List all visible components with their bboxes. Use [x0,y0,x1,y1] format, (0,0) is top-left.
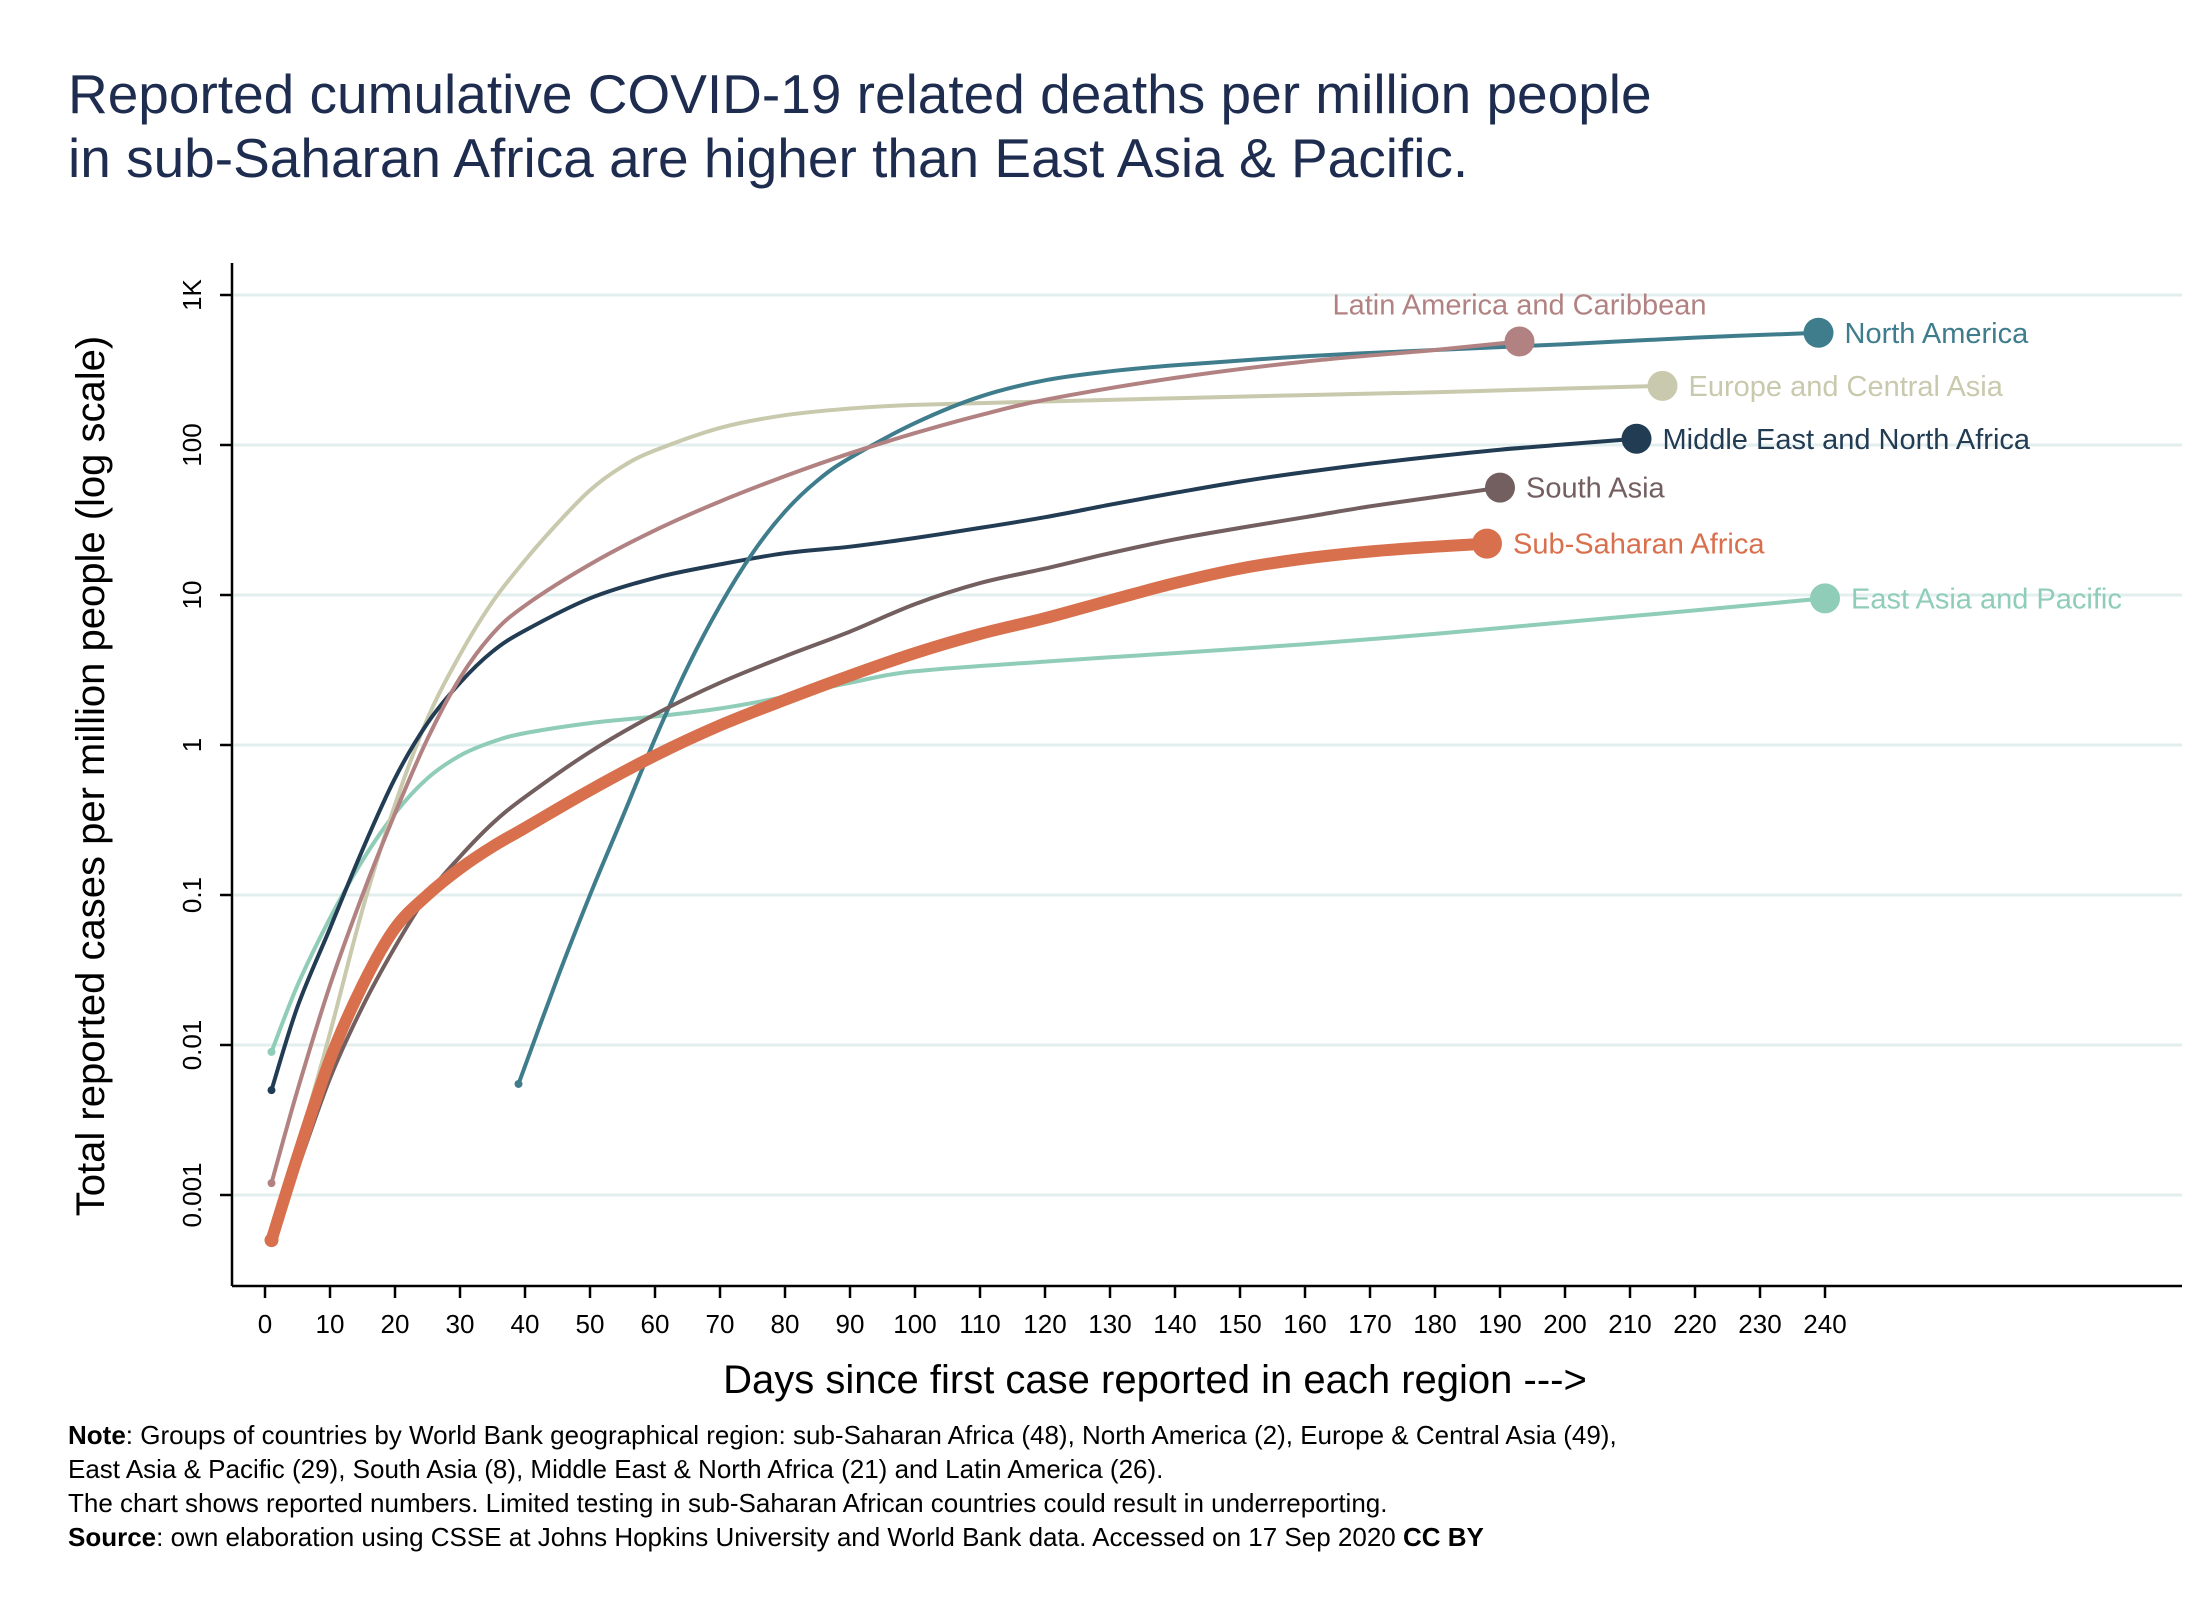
x-tick-label-10: 100 [893,1309,936,1339]
x-tick-label-16: 160 [1283,1309,1326,1339]
axes [230,263,2182,1288]
x-tick-label-18: 180 [1413,1309,1456,1339]
footnote-line-3: The chart shows reported numbers. Limite… [68,1488,1388,1518]
note-label: Note [68,1420,126,1450]
series-start-point-north-america [514,1079,523,1088]
note-text-1: : Groups of countries by World Bank geog… [125,1420,1617,1450]
y-tick-label-0: 0.001 [177,1162,207,1227]
series-label-north-america: North America [1845,318,2030,350]
x-tick-label-1: 10 [316,1309,345,1339]
x-tick-label-21: 210 [1608,1309,1651,1339]
x-tick-label-2: 20 [381,1309,410,1339]
x-tick-label-22: 220 [1673,1309,1716,1339]
series-end-point-europe-and-central-asia [1647,370,1678,401]
x-axis-label: Days since first case reported in each r… [723,1358,1587,1402]
series-start-point-latin-america-and-caribbean [267,1179,276,1188]
series-line-latin-america-and-caribbean [269,339,1522,1186]
footnote-line-1: Note: Groups of countries by World Bank … [68,1418,1617,1452]
source-label: Source [68,1522,157,1552]
series-label-latin-america-and-caribbean: Latin America and Caribbean [1332,289,1706,321]
license-label: CC BY [1402,1522,1484,1552]
x-tick-label-14: 140 [1153,1309,1196,1339]
series-start-point-east-asia-and-pacific [267,1047,276,1056]
x-tick-label-5: 50 [576,1309,605,1339]
series-start-point-sub-saharan-africa [264,1233,279,1248]
x-tick-label-3: 30 [446,1309,475,1339]
y-tick-label-1: 0.01 [177,1020,207,1071]
x-tick-label-17: 170 [1348,1309,1391,1339]
y-tick-label-5: 100 [177,423,207,466]
y-tick-label-4: 10 [177,581,207,610]
series-end-point-middle-east-and-north-africa [1621,423,1652,454]
x-tick-label-11: 110 [959,1309,1000,1339]
x-tick-label-24: 240 [1803,1309,1846,1339]
series-label-south-asia: South Asia [1526,473,1666,505]
x-tick-label-8: 80 [771,1309,800,1339]
series-label-east-asia-and-pacific: East Asia and Pacific [1851,583,2122,615]
series-label-europe-and-central-asia: Europe and Central Asia [1689,371,2004,403]
y-tick-label-3: 1 [177,738,207,752]
grid-lines [234,293,2182,1197]
series-end-point-east-asia-and-pacific [1810,583,1840,614]
y-tick-label-2: 0.1 [177,877,207,913]
x-tick-label-23: 230 [1738,1309,1781,1339]
y-tick-label-6: 1K [177,278,207,310]
series-end-point-south-asia [1485,472,1515,503]
x-tick-label-9: 90 [836,1309,865,1339]
x-tick-label-20: 200 [1543,1309,1586,1339]
series-end-point-latin-america-and-caribbean [1504,326,1535,357]
source-text: : own elaboration using CSSE at Johns Ho… [156,1522,1403,1552]
series-lines [264,317,1840,1248]
series-line-middle-east-and-north-africa [269,436,1639,1093]
series-line-south-asia [269,485,1502,1243]
series-start-point-middle-east-and-north-africa [267,1086,276,1095]
series-label-sub-saharan-africa: Sub-Saharan Africa [1513,529,1765,561]
footnote-line-2: East Asia & Pacific (29), South Asia (8)… [68,1454,1164,1484]
footnote: Note: Groups of countries by World Bank … [68,1418,1617,1554]
series-line-sub-saharan-africa [265,537,1493,1247]
x-tick-label-6: 60 [641,1309,670,1339]
series-labels: East Asia and Pacific Europe and Central … [1332,289,2121,615]
x-tick-label-19: 190 [1478,1309,1521,1339]
x-tick-label-0: 0 [258,1309,272,1339]
series-label-middle-east-and-north-africa: Middle East and North Africa [1663,424,2031,456]
y-axis-label: Total reported cases per million people … [69,336,113,1216]
x-tick-label-7: 70 [706,1309,735,1339]
x-tick-label-4: 40 [511,1309,540,1339]
series-end-point-sub-saharan-africa [1472,528,1502,559]
chart-title-line-1: Reported cumulative COVID-19 related dea… [68,63,1652,125]
x-tick-label-12: 120 [1023,1309,1066,1339]
footnote-line-4: Source: own elaboration using CSSE at Jo… [68,1520,1617,1554]
x-ticks: 0 10 20 30 40 50 60 70 80 90 100 110 120 130 140 150 160… [258,1286,1847,1339]
series-line-europe-and-central-asia [269,383,1665,1243]
series-line-east-asia-and-pacific [269,596,1827,1054]
chart-title-line-2: in sub-Saharan Africa are higher than Ea… [68,127,1469,189]
chart-title: Reported cumulative COVID-19 related dea… [68,62,1652,190]
x-tick-label-15: 150 [1218,1309,1261,1339]
x-tick-label-13: 130 [1088,1309,1131,1339]
series-end-point-north-america [1803,317,1834,348]
y-ticks: 0.001 0.01 0.1 1 10 100 1K [177,278,232,1228]
